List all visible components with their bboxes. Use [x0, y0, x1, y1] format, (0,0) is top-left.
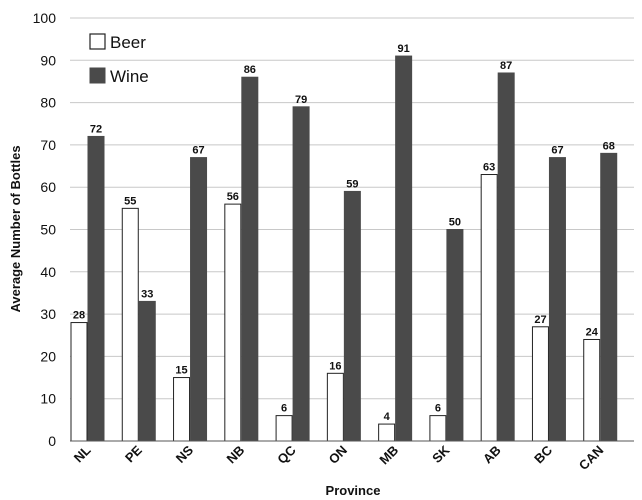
y-tick-label: 100	[33, 10, 57, 26]
bar-wine-on	[343, 190, 361, 442]
data-label-beer-ns: 15	[175, 365, 187, 377]
data-label-wine-sk: 50	[449, 217, 461, 229]
bar-wine-mb	[395, 55, 413, 442]
bar-beer-nb	[224, 203, 242, 442]
bar-beer-on	[326, 372, 344, 442]
data-label-beer-ab: 63	[483, 162, 495, 174]
y-tick-label: 60	[40, 179, 56, 195]
data-label-beer-nb: 56	[227, 191, 239, 203]
data-label-beer-on: 16	[329, 360, 341, 372]
data-label-beer-bc: 27	[534, 314, 546, 326]
x-tick-label-sk: SK	[429, 442, 453, 466]
y-tick-label: 90	[40, 52, 56, 68]
bar-wine-sk	[446, 229, 464, 442]
data-label-wine-nb: 86	[244, 64, 256, 76]
data-label-wine-nl: 72	[90, 123, 102, 135]
x-tick-label-pe: PE	[122, 442, 145, 465]
data-label-beer-can: 24	[586, 326, 599, 338]
legend-swatch-wine	[89, 67, 106, 84]
bar-beer-can	[583, 338, 601, 442]
data-label-wine-qc: 79	[295, 94, 307, 106]
y-axis-title: Average Number of Bottles	[8, 145, 23, 312]
bar-wine-can	[600, 152, 618, 442]
data-label-beer-pe: 55	[124, 195, 136, 207]
data-label-wine-bc: 67	[551, 145, 563, 157]
data-label-wine-mb: 91	[398, 43, 410, 55]
y-tick-label: 70	[40, 137, 56, 153]
y-tick-label: 10	[40, 391, 56, 407]
bar-beer-nl	[70, 322, 88, 442]
y-tick-label: 30	[40, 306, 56, 322]
legend-label-beer: Beer	[110, 33, 146, 52]
bar-wine-bc	[548, 157, 566, 442]
bar-wine-qc	[292, 106, 310, 442]
y-tick-label: 20	[40, 348, 56, 364]
data-label-wine-ns: 67	[192, 145, 204, 157]
bar-beer-pe	[121, 207, 139, 442]
y-tick-label: 50	[40, 222, 56, 238]
data-label-wine-on: 59	[346, 178, 358, 190]
bar-beer-ns	[173, 377, 191, 442]
data-label-beer-qc: 6	[281, 403, 287, 415]
bar-wine-ab	[497, 72, 515, 442]
x-tick-label-ab: AB	[480, 443, 504, 467]
data-label-wine-can: 68	[603, 140, 615, 152]
data-label-beer-mb: 4	[384, 411, 391, 423]
y-axis-ticks: 0 10 20 30 40 50 60 70 80 90 100	[33, 10, 57, 449]
legend-swatch-beer	[89, 33, 106, 50]
x-tick-label-can: CAN	[576, 443, 607, 474]
y-tick-label: 80	[40, 95, 56, 111]
x-tick-label-qc: QC	[274, 442, 299, 467]
x-tick-label-bc: BC	[531, 442, 555, 466]
bar-beer-qc	[275, 415, 293, 442]
x-tick-label-on: ON	[326, 443, 350, 467]
x-tick-label-nl: NL	[71, 442, 94, 465]
x-axis-ticks: NL PE NS NB QC ON MB SK AB BC CAN	[71, 442, 607, 473]
bar-beer-sk	[429, 415, 447, 442]
data-labels: 28 72 55 33 15 67 56 86 6 79 16 59 4 91 6 50 63 87 27 67 24 6…	[73, 43, 615, 423]
x-tick-label-nb: NB	[224, 443, 248, 467]
legend: Beer Wine	[89, 33, 149, 86]
x-axis-title: Province	[326, 483, 381, 498]
legend-label-wine: Wine	[110, 67, 149, 86]
data-label-beer-sk: 6	[435, 403, 441, 415]
bar-beer-mb	[378, 423, 396, 442]
y-tick-label: 40	[40, 264, 56, 280]
bar-wine-ns	[190, 157, 208, 442]
data-label-wine-pe: 33	[141, 288, 153, 300]
data-label-wine-ab: 87	[500, 60, 512, 72]
y-tick-label: 0	[48, 433, 56, 449]
bar-beer-ab	[480, 174, 498, 442]
data-label-beer-nl: 28	[73, 310, 85, 322]
x-tick-label-ns: NS	[173, 442, 197, 466]
bar-beer-bc	[531, 326, 549, 442]
bar-wine-pe	[138, 300, 156, 442]
x-tick-label-mb: MB	[376, 443, 401, 468]
bar-wine-nb	[241, 76, 259, 442]
bar-wine-nl	[87, 135, 105, 442]
bars	[70, 55, 618, 442]
